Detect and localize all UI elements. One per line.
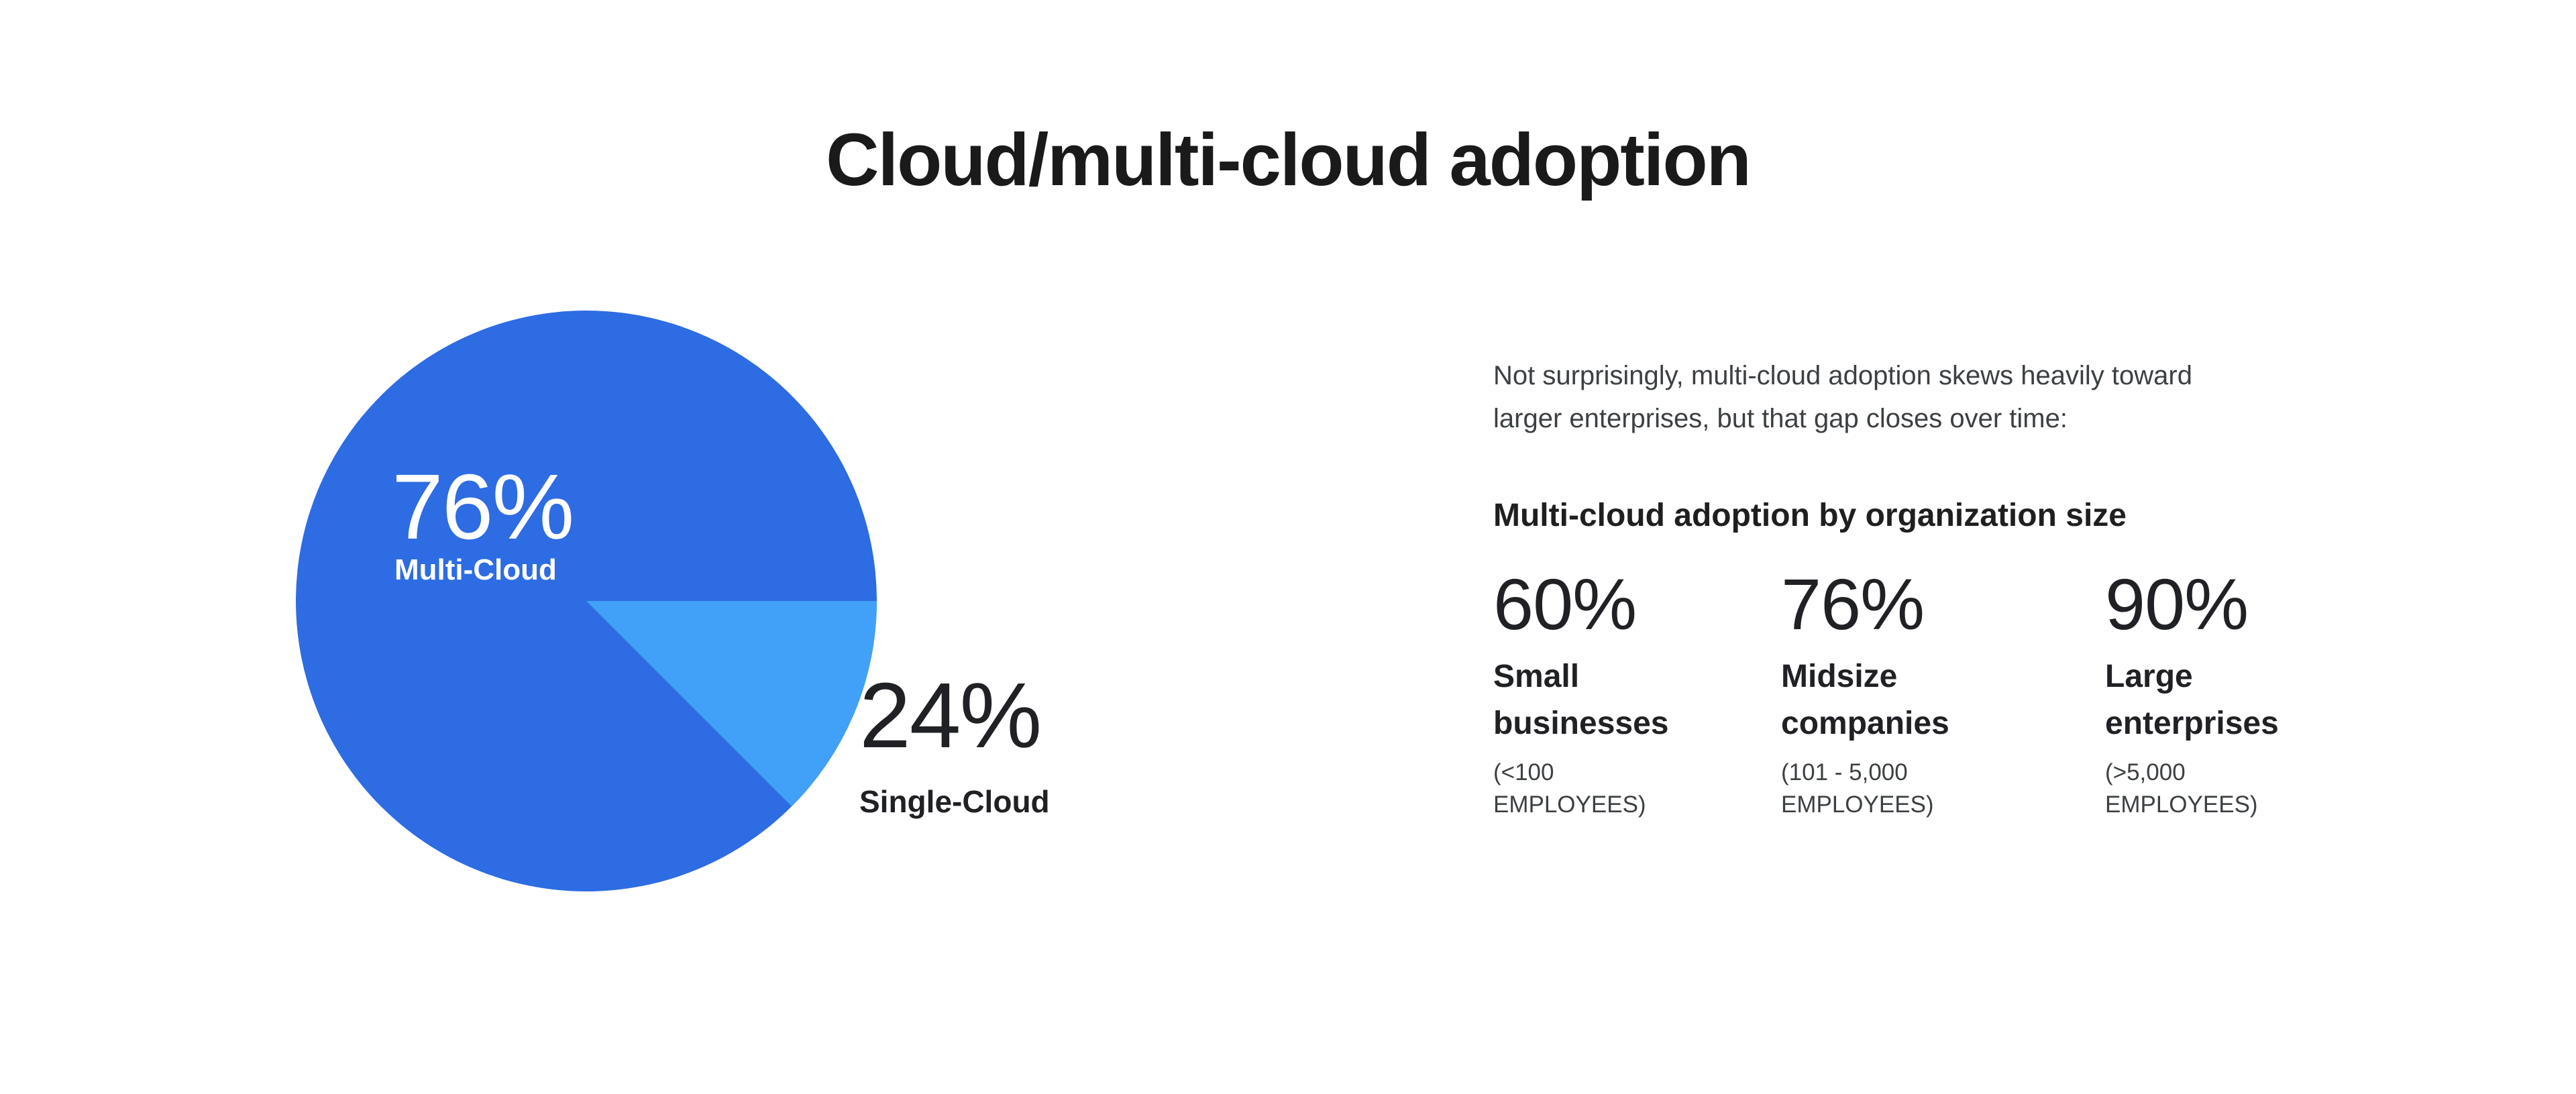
stat-card-large-enterprises: 90% Large enterprises (>5,000 EMPLOYEES) [2105, 565, 2312, 821]
stat-label: Large enterprises [2105, 658, 2279, 741]
page-title: Cloud/multi-cloud adoption [826, 119, 1752, 201]
section-heading: Multi-cloud adoption by organization siz… [1493, 498, 2127, 533]
stat-label: Small businesses [1493, 658, 1669, 741]
single-cloud-callout: 24% Single-Cloud [859, 669, 1050, 820]
intro-paragraph-line-1: Not surprisingly, multi-cloud adoption s… [1493, 361, 2192, 390]
intro-paragraph-line-2: larger enterprises, but that gap closes … [1493, 404, 2068, 433]
stat-caption: (<100 EMPLOYEES) [1493, 759, 1646, 818]
stat-value: 60% [1493, 563, 1637, 645]
stats-grid: 60% Small businesses (<100 EMPLOYEES) 76… [1493, 565, 2312, 821]
details-panel: Not surprisingly, multi-cloud adoption s… [1493, 0, 2312, 1094]
stat-card-midsize-companies: 76% Midsize companies (101 - 5,000 EMPLO… [1781, 565, 2105, 821]
pie-chart: 76% Multi-Cloud [296, 311, 877, 891]
stat-card-small-businesses: 60% Small businesses (<100 EMPLOYEES) [1493, 565, 1781, 821]
stat-value: 90% [2105, 563, 2249, 645]
pie-chart-svg [296, 311, 877, 891]
stat-label: Midsize companies [1781, 658, 1949, 741]
pie-slice-single-cloud [586, 601, 877, 807]
intro-paragraph: Not surprisingly, multi-cloud adoption s… [1493, 354, 2312, 440]
pie-value-multi-cloud: 76% [392, 455, 574, 559]
pie-value-single-cloud: 24% [859, 664, 1042, 767]
stat-value: 76% [1781, 563, 1925, 645]
stat-caption: (101 - 5,000 EMPLOYEES) [1781, 759, 1934, 818]
pie-label-single-cloud: Single-Cloud [859, 784, 1050, 819]
pie-label-multi-cloud: Multi-Cloud [394, 553, 557, 586]
stat-caption: (>5,000 EMPLOYEES) [2105, 759, 2258, 818]
